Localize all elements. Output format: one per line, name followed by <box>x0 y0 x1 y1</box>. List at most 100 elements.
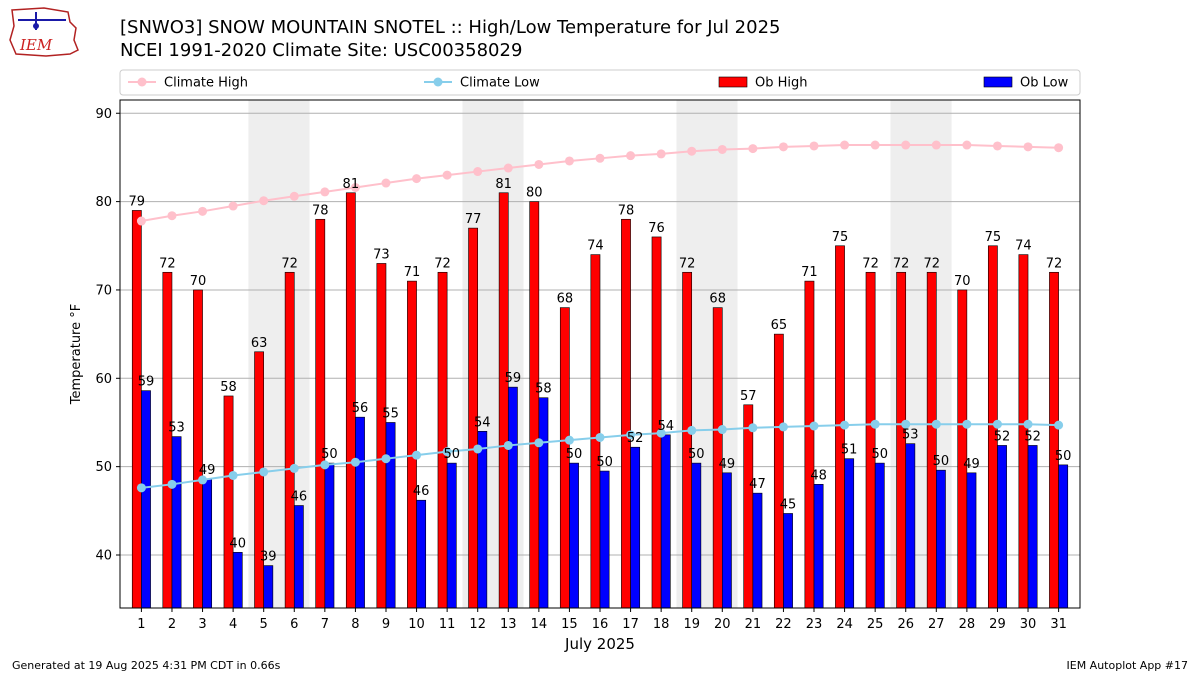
ob-high-bar <box>865 271 876 609</box>
ob-low-bar <box>141 390 151 609</box>
ob-low-bar-label: 48 <box>810 468 827 483</box>
ob-high-bar-label: 72 <box>1046 256 1063 271</box>
x-tick-label: 17 <box>622 617 639 632</box>
ob-high-bar <box>315 218 326 609</box>
ob-low-bar <box>263 565 274 609</box>
climate-high-point <box>564 156 574 166</box>
ob-low-bar-label: 46 <box>291 490 308 505</box>
climate-low-point <box>259 467 269 477</box>
climate-low-point <box>870 419 880 429</box>
ob-high-bar-label: 81 <box>495 177 512 192</box>
ob-high-bar-label: 72 <box>893 256 910 271</box>
ob-low-bar-label: 46 <box>413 484 430 499</box>
x-tick-label: 28 <box>959 617 976 632</box>
climate-high-point <box>626 151 636 161</box>
ob-low-bar <box>997 445 1007 609</box>
x-tick-label: 6 <box>290 617 298 632</box>
ob-low-bar <box>691 462 702 609</box>
ob-low-bar-label: 59 <box>138 375 155 390</box>
climate-high-point <box>167 211 177 221</box>
ob-high-bar-label: 74 <box>1015 239 1032 254</box>
climate-high-point <box>870 140 880 150</box>
ob-high-bar-label: 70 <box>954 274 971 289</box>
legend-label-climate-low: Climate Low <box>460 76 540 91</box>
ob-high-bar <box>284 271 295 609</box>
ob-high-bar <box>437 271 448 609</box>
x-tick-label: 4 <box>229 617 237 632</box>
ob-high-bar-label: 72 <box>862 256 879 271</box>
ob-high-bar-label: 72 <box>923 256 940 271</box>
legend-box <box>119 69 1081 96</box>
x-tick-label: 12 <box>469 617 486 632</box>
climate-low-point <box>442 447 452 457</box>
x-tick-label: 21 <box>745 617 762 632</box>
chart-title: [SNWO3] SNOW MOUNTAIN SNOTEL :: High/Low… <box>120 17 781 38</box>
ob-low-bar <box>813 484 824 609</box>
ob-high-bar <box>254 351 264 609</box>
climate-low-point <box>198 475 208 485</box>
x-tick-label: 18 <box>653 617 670 632</box>
ob-low-bar <box>446 462 457 609</box>
ob-high-bar-label: 71 <box>801 265 818 280</box>
y-tick-label: 90 <box>95 107 112 122</box>
climate-low-point <box>381 454 391 464</box>
ob-low-bar-label: 50 <box>933 454 950 469</box>
ob-low-bar-label: 47 <box>749 477 766 492</box>
ob-low-bar-label: 45 <box>780 497 797 512</box>
x-tick-label: 29 <box>989 617 1006 632</box>
ob-high-bar-label: 80 <box>526 186 543 201</box>
climate-high-point <box>595 153 605 163</box>
chart-subtitle: NCEI 1991-2020 Climate Site: USC00358029 <box>120 40 523 61</box>
x-tick-label: 22 <box>775 617 792 632</box>
climate-low-point <box>228 470 238 480</box>
ob-low-bar-label: 50 <box>871 447 888 462</box>
ob-high-bar <box>376 263 387 609</box>
ob-high-bar-label: 78 <box>618 203 635 218</box>
ob-low-bar-label: 56 <box>352 401 369 416</box>
ob-low-bar <box>1027 445 1038 609</box>
climate-high-point <box>778 142 788 152</box>
x-tick-label: 10 <box>408 617 425 632</box>
ob-low-bar-label: 54 <box>657 419 674 434</box>
ob-low-bar-label: 49 <box>719 457 736 472</box>
ob-high-bar <box>529 201 540 609</box>
ob-high-bar <box>621 218 631 609</box>
legend-marker-climate-low <box>433 77 443 87</box>
ob-low-bar <box>324 462 335 609</box>
climate-high-point <box>687 146 697 156</box>
x-tick-label: 27 <box>928 617 945 632</box>
ob-low-bar <box>385 422 396 609</box>
y-tick-label: 80 <box>95 195 112 210</box>
climate-high-point <box>962 140 972 150</box>
climate-low-point <box>992 419 1002 429</box>
climate-low-point <box>412 450 422 460</box>
ob-high-bar <box>804 280 815 609</box>
legend-marker-climate-high <box>137 77 147 87</box>
y-tick-label: 50 <box>95 460 112 475</box>
ob-high-bar-label: 57 <box>740 389 757 404</box>
ob-low-bar-label: 54 <box>474 415 491 430</box>
ob-high-bar-label: 75 <box>985 230 1002 245</box>
ob-high-bar-label: 74 <box>587 239 604 254</box>
ob-low-bar-label: 52 <box>1024 429 1041 444</box>
ob-high-bar-label: 75 <box>832 230 849 245</box>
ob-low-bar <box>538 397 549 609</box>
ob-low-bar-label: 49 <box>199 463 216 478</box>
ob-high-bar <box>590 254 601 609</box>
ob-high-bar <box>1049 271 1059 609</box>
ob-high-bar <box>682 271 693 609</box>
ob-low-bar <box>507 386 518 609</box>
iem-logo-text: IEM <box>19 36 53 54</box>
climate-high-point <box>381 178 391 188</box>
ob-high-bar <box>162 271 173 609</box>
climate-high-point <box>289 191 299 201</box>
x-tick-label: 16 <box>592 617 609 632</box>
x-tick-label: 2 <box>168 617 176 632</box>
climate-low-point <box>778 422 788 432</box>
climate-high-point <box>840 140 850 150</box>
climate-high-point <box>748 144 758 154</box>
climate-high-point <box>136 216 146 226</box>
ob-low-bar <box>599 470 610 609</box>
ob-low-bar <box>477 431 488 609</box>
ob-high-bar <box>957 289 968 609</box>
